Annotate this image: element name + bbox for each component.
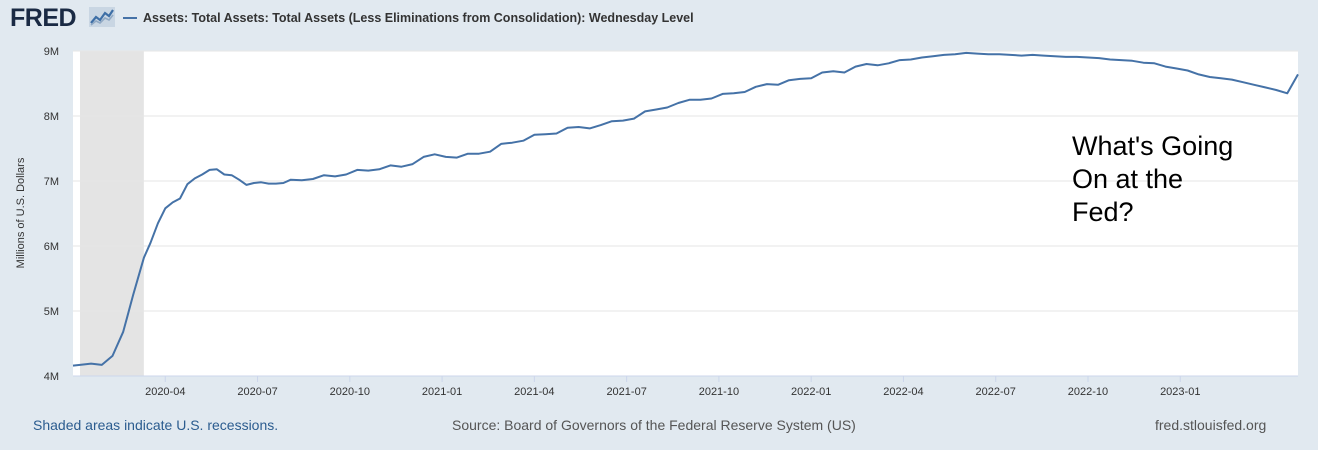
- source-text: Source: Board of Governors of the Federa…: [452, 417, 856, 433]
- x-tick-label: 2020-10: [330, 386, 370, 398]
- x-tick-label: 2020-04: [145, 386, 185, 398]
- y-tick-label: 4M: [44, 371, 59, 383]
- annotation-text-line: What's Going: [1072, 131, 1233, 161]
- recession-note: Shaded areas indicate U.S. recessions.: [33, 417, 279, 433]
- x-tick-label: 2021-01: [422, 386, 462, 398]
- series-line[interactable]: [72, 51, 1299, 367]
- y-tick-label: 7M: [44, 176, 59, 188]
- y-tick-label: 5M: [44, 306, 59, 318]
- fred-chart-logo-icon: [89, 7, 115, 27]
- y-tick-label: 8M: [44, 111, 59, 123]
- fred-logo[interactable]: FRED: [10, 4, 77, 32]
- x-tick-label: 2022-10: [1068, 386, 1108, 398]
- annotation-text-line: On at the: [1072, 164, 1183, 194]
- y-tick-label: 6M: [44, 241, 59, 253]
- series-title[interactable]: Assets: Total Assets: Total Assets (Less…: [143, 11, 694, 25]
- y-axis-label: Millions of U.S. Dollars: [15, 157, 27, 268]
- x-tick-label: 2022-04: [883, 386, 923, 398]
- site-link[interactable]: fred.stlouisfed.org: [1155, 417, 1267, 433]
- y-tick-label: 9M: [44, 46, 59, 58]
- chart-legend: Assets: Total Assets: Total Assets (Less…: [123, 11, 694, 25]
- legend-line-swatch: [123, 17, 137, 19]
- x-tick-label: 2020-07: [237, 386, 277, 398]
- x-tick-label: 2022-01: [791, 386, 831, 398]
- x-tick-label: 2021-10: [699, 386, 739, 398]
- recession-shading: [80, 51, 144, 376]
- annotation-text-line: Fed?: [1072, 197, 1134, 227]
- x-tick-label: 2021-04: [514, 386, 554, 398]
- x-tick-label: 2023-01: [1160, 386, 1200, 398]
- x-tick-label: 2022-07: [976, 386, 1016, 398]
- x-tick-label: 2021-07: [606, 386, 646, 398]
- plot-area: [73, 51, 1298, 376]
